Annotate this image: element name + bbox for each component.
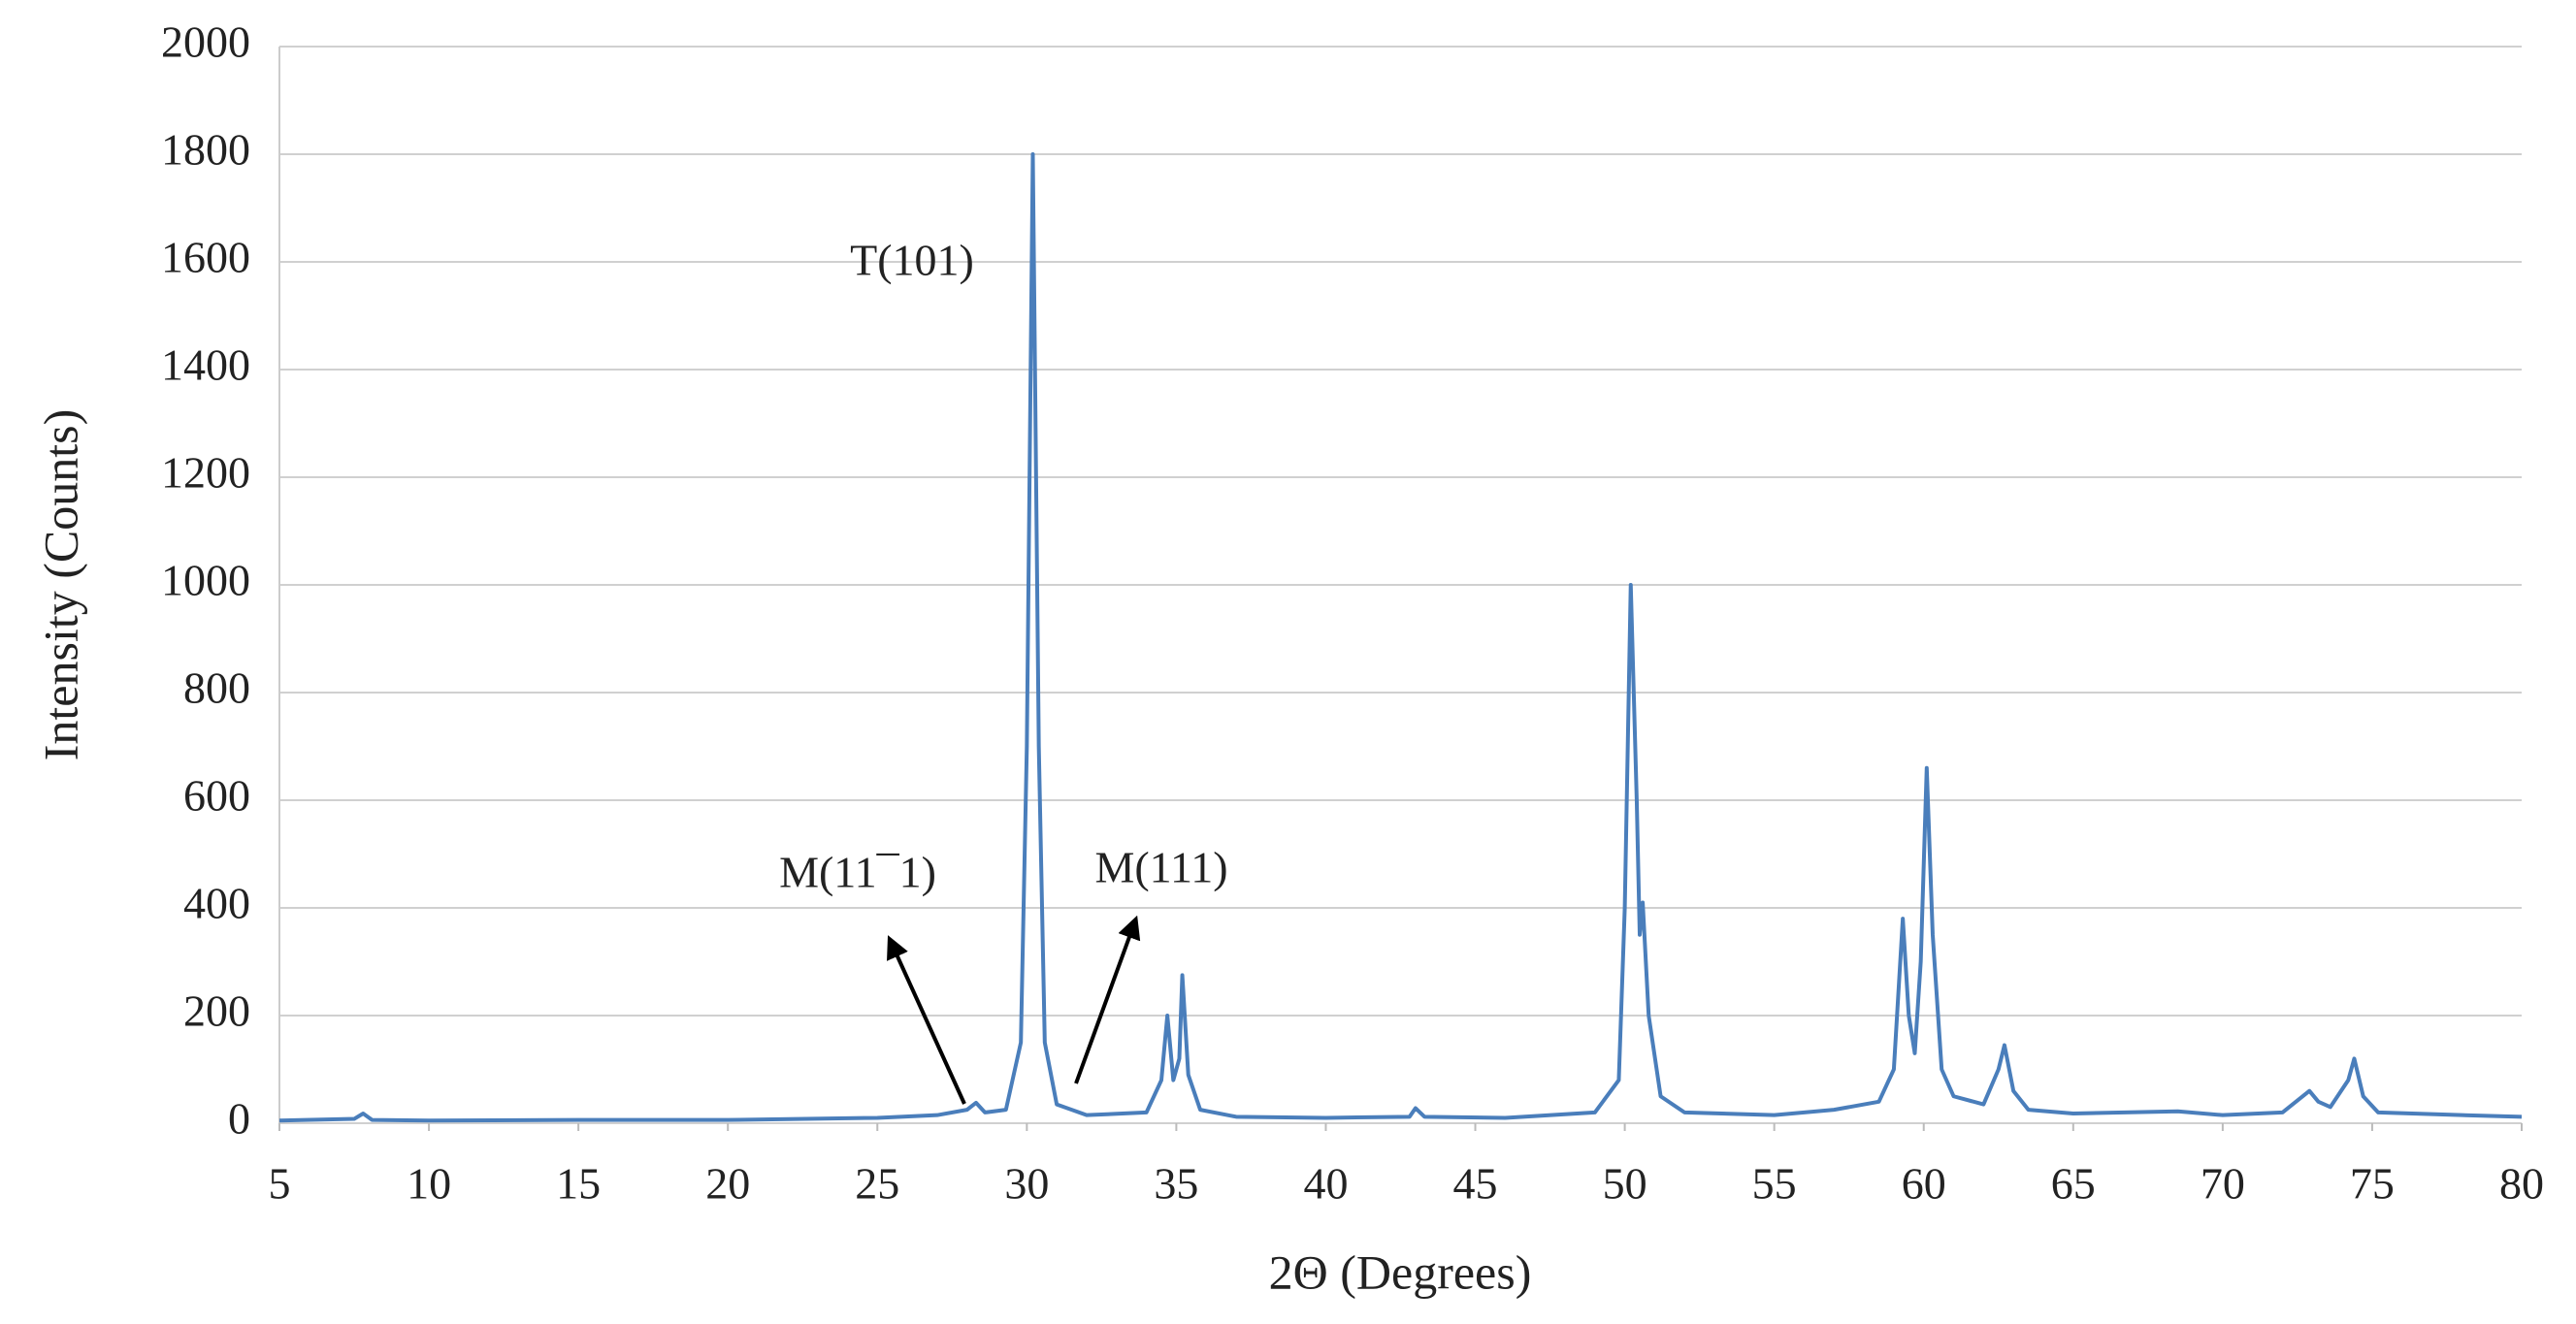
arrow bbox=[887, 935, 966, 1105]
x-tick-label: 20 bbox=[705, 1159, 750, 1209]
y-tick-label: 200 bbox=[183, 986, 250, 1036]
x-tick-label: 25 bbox=[855, 1159, 899, 1209]
arrow bbox=[1074, 915, 1141, 1084]
x-tick-label: 75 bbox=[2350, 1159, 2395, 1209]
annotation: M(111) bbox=[1094, 843, 1227, 892]
y-tick-label: 600 bbox=[183, 771, 250, 821]
x-tick-label: 35 bbox=[1154, 1159, 1198, 1209]
x-tick-label: 5 bbox=[269, 1159, 291, 1209]
annotation: T(101) bbox=[850, 236, 974, 285]
y-tick-label: 800 bbox=[183, 663, 250, 713]
y-tick-label: 1600 bbox=[161, 233, 250, 282]
x-tick-label: 10 bbox=[407, 1159, 451, 1209]
y-tick-label: 400 bbox=[183, 879, 250, 928]
y-tick-label: 1200 bbox=[161, 448, 250, 498]
x-tick-label: 30 bbox=[1004, 1159, 1049, 1209]
x-tick-label: 60 bbox=[1902, 1159, 1946, 1209]
x-tick-label: 65 bbox=[2051, 1159, 2096, 1209]
y-tick-label: 0 bbox=[228, 1094, 250, 1144]
x-tick-label: 55 bbox=[1752, 1159, 1797, 1209]
data-line bbox=[278, 152, 2523, 1123]
x-tick-label: 45 bbox=[1453, 1159, 1498, 1209]
y-axis-title: Intensity (Counts) bbox=[33, 409, 87, 760]
x-tick-label: 15 bbox=[556, 1159, 601, 1209]
x-tick-label: 40 bbox=[1303, 1159, 1348, 1209]
x-axis-title: 2Θ (Degrees) bbox=[1269, 1244, 1532, 1299]
y-tick-label: 1400 bbox=[161, 340, 250, 390]
y-tick-label: 1800 bbox=[161, 125, 250, 175]
x-tick-label: 70 bbox=[2201, 1159, 2245, 1209]
annotation: M(11¯1) bbox=[779, 848, 936, 897]
y-tick-label: 2000 bbox=[161, 17, 250, 67]
x-tick-label: 50 bbox=[1603, 1159, 1647, 1209]
x-tick-label: 80 bbox=[2499, 1159, 2544, 1209]
y-tick-label: 1000 bbox=[161, 556, 250, 605]
